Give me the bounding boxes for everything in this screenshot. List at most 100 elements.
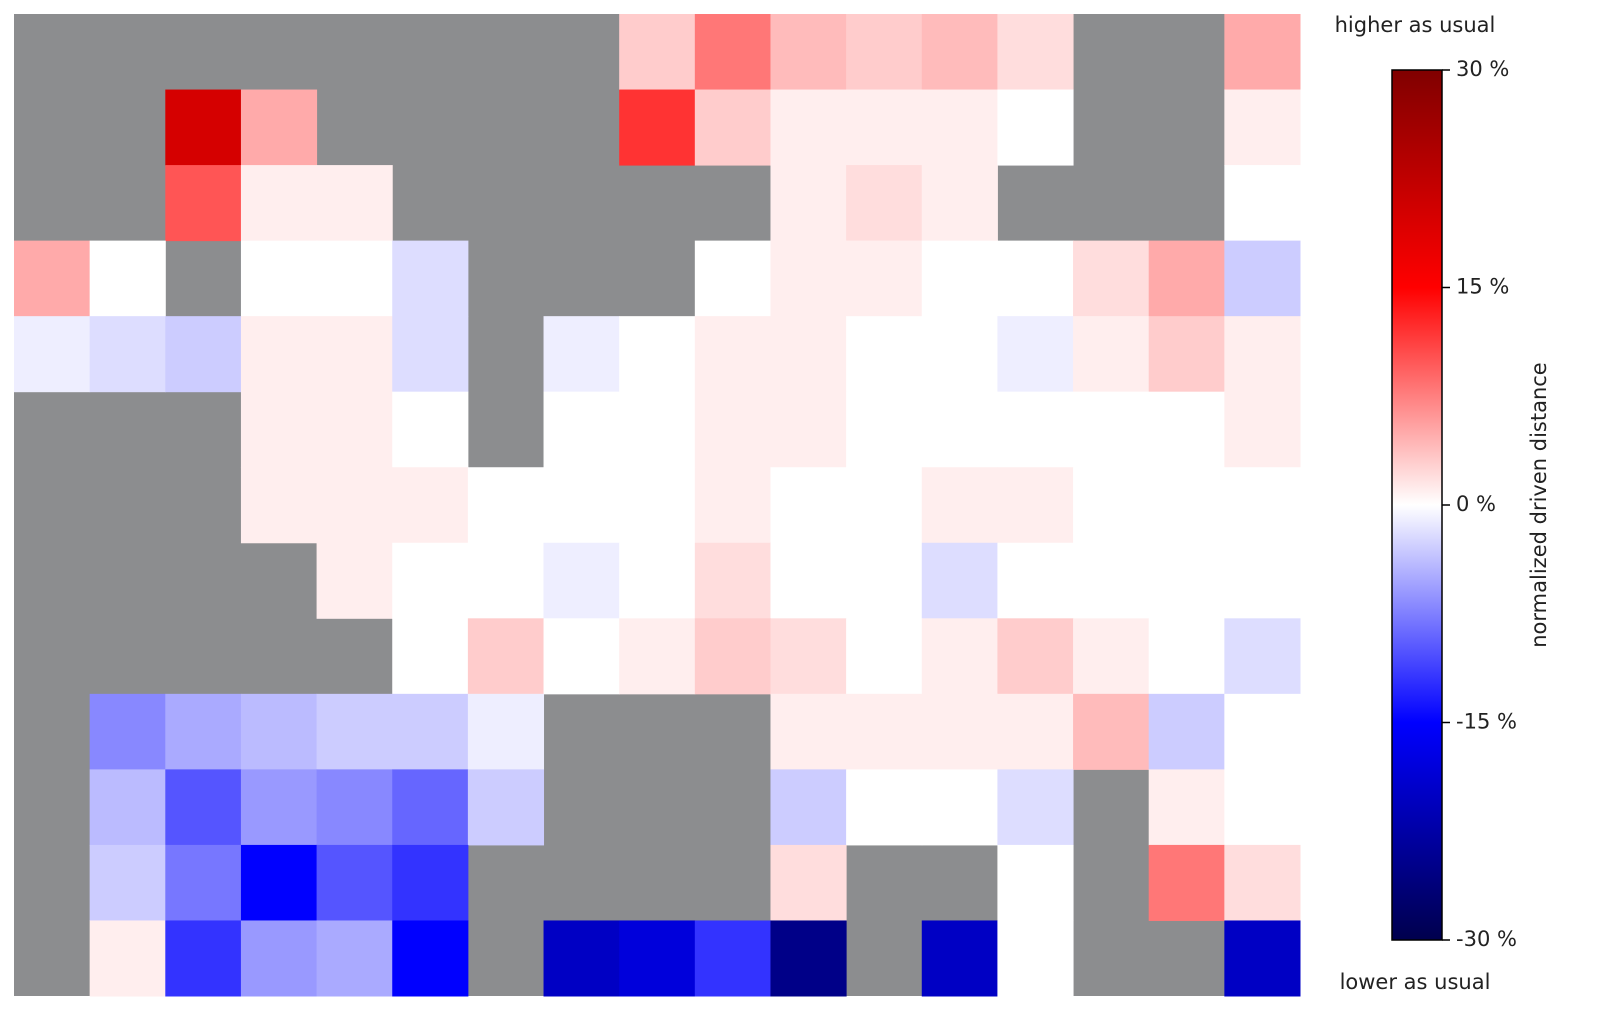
- cell: [694, 14, 771, 91]
- cell: [997, 467, 1074, 544]
- cell: [240, 391, 318, 468]
- cell: [921, 391, 998, 468]
- colorbar-label: normalized driven distance: [1527, 362, 1551, 647]
- cell: [694, 316, 771, 393]
- cell: [240, 240, 318, 317]
- cell: [770, 844, 847, 921]
- cell: [543, 618, 620, 695]
- cell: [770, 769, 847, 846]
- cell: [997, 316, 1074, 393]
- cell: [467, 542, 545, 619]
- cell: [316, 542, 393, 619]
- cell: [165, 844, 242, 921]
- cell: [1224, 920, 1301, 997]
- cell: [165, 769, 242, 846]
- cell: [316, 391, 393, 468]
- cell: [846, 89, 923, 166]
- cell: [1224, 391, 1301, 468]
- cell: [392, 391, 469, 468]
- cell: [1073, 618, 1150, 695]
- cell: [770, 920, 847, 997]
- cell: [694, 618, 771, 695]
- cell: [467, 693, 545, 770]
- cell: [921, 618, 998, 695]
- cell: [165, 693, 242, 770]
- cell: [89, 920, 166, 997]
- cell: [240, 920, 318, 997]
- cell: [846, 316, 923, 393]
- cell: [392, 316, 469, 393]
- cell: [619, 14, 696, 91]
- cell: [997, 844, 1074, 921]
- colorbar-tick-label: -15 %: [1456, 710, 1517, 734]
- cell: [1224, 240, 1301, 317]
- cell: [1224, 769, 1301, 846]
- cell: [1224, 14, 1301, 91]
- cell: [89, 769, 166, 846]
- cell: [240, 844, 318, 921]
- heatmap: [14, 14, 1301, 997]
- cell: [770, 467, 847, 544]
- cell: [694, 467, 771, 544]
- cell: [1224, 618, 1301, 695]
- cell: [1073, 316, 1150, 393]
- cell: [392, 769, 469, 846]
- cell: [921, 467, 998, 544]
- cell: [1148, 693, 1225, 770]
- cell: [392, 240, 469, 317]
- cell: [770, 165, 847, 242]
- cell: [846, 14, 923, 91]
- cell: [240, 693, 318, 770]
- annotation-top: higher as usual: [1335, 13, 1496, 37]
- cell: [921, 165, 998, 242]
- cell: [165, 165, 242, 242]
- cell: [997, 391, 1074, 468]
- cell: [543, 316, 620, 393]
- cell: [467, 769, 545, 846]
- cell: [392, 542, 469, 619]
- cell: [921, 769, 998, 846]
- cell: [770, 316, 847, 393]
- cell: [619, 618, 696, 695]
- cell: [316, 920, 393, 997]
- cell: [619, 89, 696, 166]
- colorbar-tick-label: 30 %: [1456, 57, 1509, 81]
- cell: [694, 542, 771, 619]
- cell: [1148, 240, 1225, 317]
- cell: [1073, 542, 1150, 619]
- cell: [392, 467, 469, 544]
- cell: [89, 240, 166, 317]
- cell: [846, 165, 923, 242]
- cell: [619, 316, 696, 393]
- colorbar-tick-label: 0 %: [1456, 492, 1496, 516]
- cell: [846, 542, 923, 619]
- cell: [1073, 693, 1150, 770]
- cell: [694, 920, 771, 997]
- cell: [694, 240, 771, 317]
- cell: [921, 14, 998, 91]
- cell: [846, 240, 923, 317]
- cell: [1224, 316, 1301, 393]
- cell: [392, 920, 469, 997]
- cell: [467, 467, 545, 544]
- cell: [619, 467, 696, 544]
- cell: [997, 14, 1074, 91]
- cell: [997, 240, 1074, 317]
- cell: [543, 542, 620, 619]
- cell: [1148, 316, 1225, 393]
- cell: [770, 693, 847, 770]
- cell: [770, 240, 847, 317]
- cell: [619, 920, 696, 997]
- colorbar-tick-label: -30 %: [1456, 927, 1517, 951]
- cell: [694, 391, 771, 468]
- cell: [846, 618, 923, 695]
- cell: [770, 14, 847, 91]
- cell: [316, 844, 393, 921]
- annotation-bottom: lower as usual: [1340, 970, 1491, 994]
- cell: [1073, 467, 1150, 544]
- cell: [14, 240, 91, 317]
- cell: [619, 391, 696, 468]
- cell: [543, 391, 620, 468]
- cell: [392, 844, 469, 921]
- cell: [921, 920, 998, 997]
